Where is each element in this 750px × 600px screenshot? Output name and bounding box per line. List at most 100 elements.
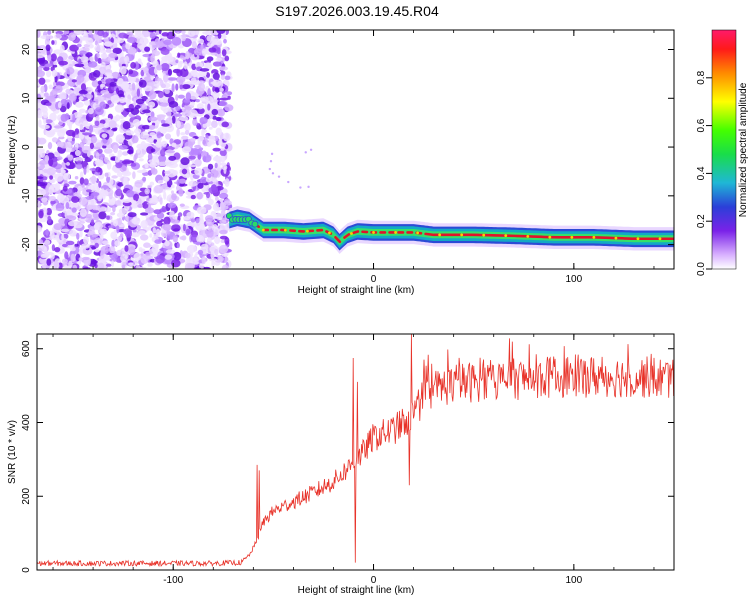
noise-blob [116, 249, 124, 256]
noise-blob [80, 83, 87, 91]
noise-blob [94, 40, 98, 46]
noise-blob [71, 196, 80, 203]
noise-blob [207, 163, 214, 170]
noise-blob [108, 120, 117, 129]
noise-blob [100, 188, 105, 196]
noise-blob [154, 184, 164, 194]
noise-blob [78, 58, 82, 65]
noise-blob [201, 128, 205, 138]
noise-blob [109, 258, 118, 262]
noise-blob [170, 224, 181, 232]
noise-blob [165, 117, 173, 126]
ridge-bright-spot [570, 235, 574, 239]
noise-blob [160, 102, 169, 107]
noise-blob [132, 171, 136, 180]
noise-blob [219, 192, 229, 199]
noise-blob [53, 39, 58, 46]
noise-blob [220, 74, 226, 80]
noise-blob [127, 212, 137, 218]
noise-blob [163, 39, 173, 46]
noise-blob [123, 139, 127, 146]
noise-blob [54, 182, 61, 191]
noise-blob [45, 44, 51, 52]
noise-blob [59, 142, 69, 149]
noise-blob [103, 41, 114, 47]
noise-blob [114, 155, 121, 163]
noise-blob [76, 74, 85, 84]
noise-blob [128, 262, 134, 267]
noise-blob [140, 131, 150, 139]
noise-blob [58, 262, 63, 269]
ridge-bright-spot [372, 231, 375, 234]
noise-blob [195, 241, 201, 246]
noise-blob [114, 200, 122, 206]
colorbar-ticks: 0.0 0.2 0.4 0.6 0.8 [696, 70, 712, 276]
noise-blob [65, 67, 75, 75]
noise-blob [159, 197, 163, 205]
noise-blob [44, 234, 50, 238]
noise-blob [150, 111, 155, 118]
noise-blob [138, 247, 143, 252]
noise-blob [98, 181, 102, 188]
noise-blob [37, 70, 45, 78]
noise-blob [214, 162, 218, 169]
noise-blob [107, 100, 112, 105]
noise-blob [91, 175, 97, 184]
noise-blob [218, 138, 223, 146]
noise-blob [218, 66, 229, 71]
noise-blob [211, 108, 219, 116]
noise-blob [150, 148, 156, 153]
ridge-bright-spot [350, 232, 353, 235]
noise-blob [134, 128, 142, 134]
noise-blob [74, 176, 79, 180]
noise-blob [207, 173, 212, 179]
spectrogram-ytick-label: 10 [21, 92, 32, 104]
noise-blob [183, 61, 188, 70]
ridge-bright-spot [504, 234, 508, 238]
noise-blob [217, 108, 225, 117]
noise-blob [171, 36, 182, 46]
noise-blob [54, 75, 58, 83]
noise-blob [70, 253, 76, 263]
noise-blob [100, 245, 110, 254]
noise-blob [59, 44, 65, 53]
noise-blob [128, 246, 136, 256]
noise-blob [122, 121, 131, 130]
noise-blob [212, 79, 222, 88]
noise-blob [97, 57, 102, 64]
noise-blob [186, 211, 195, 219]
snr-ytick-label: 0 [21, 567, 32, 573]
noise-blob [120, 65, 127, 75]
noise-blob [72, 113, 76, 123]
noise-blob [212, 224, 218, 230]
noise-blob [105, 263, 112, 267]
noise-blob [74, 149, 81, 157]
noise-blob [44, 37, 50, 47]
spectrogram-xtick-label: 0 [371, 274, 377, 285]
noise-blob [94, 222, 103, 231]
noise-blob [137, 204, 143, 208]
colorbar: 0.0 0.2 0.4 0.6 0.8 Normalized spectral ampl… [696, 29, 749, 276]
noise-blob [59, 91, 67, 100]
noise-blob [181, 235, 187, 241]
snr-ytick-label: 600 [21, 340, 32, 357]
noise-blob [134, 153, 138, 160]
noise-blob [90, 209, 100, 213]
noise-blob [164, 240, 170, 247]
noise-blob [128, 103, 134, 110]
noise-blob [49, 175, 53, 180]
noise-blob [37, 99, 42, 104]
noise-blob [61, 243, 68, 248]
noise-blob [53, 125, 64, 129]
noise-blob [44, 246, 48, 255]
noise-blob [79, 50, 87, 55]
noise-blob [160, 63, 170, 71]
noise-blob [119, 115, 125, 120]
noise-blob [135, 98, 145, 105]
noise-blob [155, 228, 161, 237]
noise-blob [161, 123, 170, 127]
noise-blob [171, 193, 177, 201]
noise-blob [58, 60, 68, 66]
noise-speck [269, 159, 273, 163]
noise-blob [197, 38, 205, 44]
